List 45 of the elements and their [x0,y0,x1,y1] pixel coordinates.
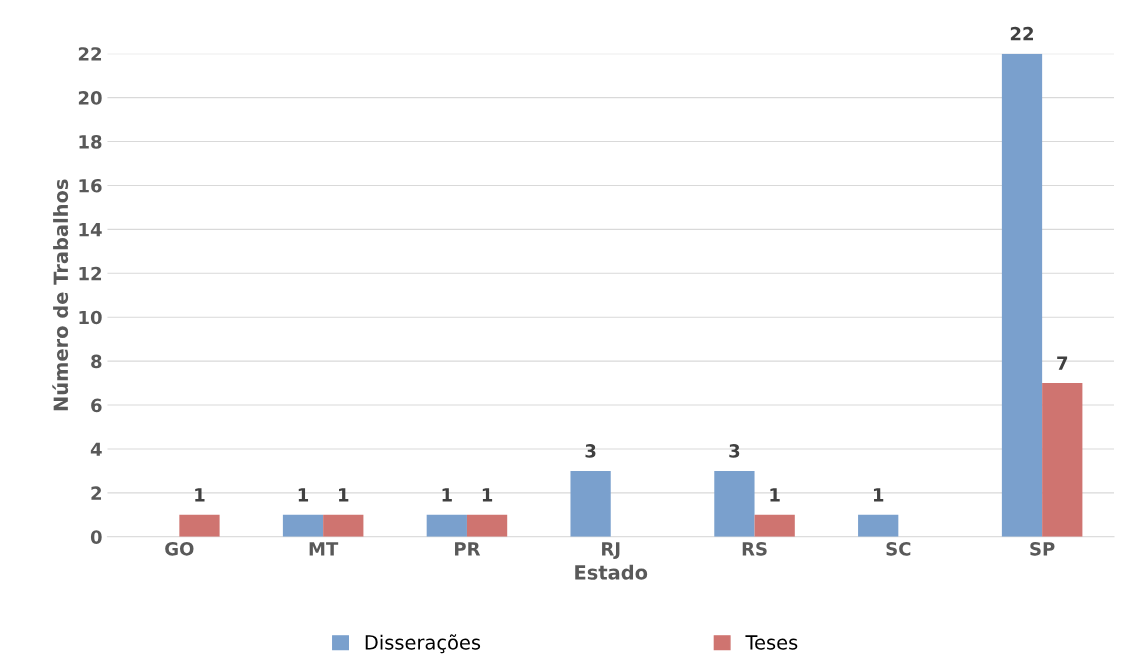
bar [1042,383,1083,537]
data-label: 1 [339,488,349,502]
y-tick-label: 12 [79,266,102,281]
x-tick-label: RS [742,541,767,556]
legend-label: Teses [745,635,798,650]
y-axis-title: Número de Trabalhos [52,179,69,411]
x-axis-title: Estado [575,564,648,580]
data-label: 1 [873,488,884,502]
bar [179,514,220,537]
y-tick-label: 22 [78,47,102,61]
y-tick-label: 10 [79,310,102,325]
x-tick-label: SP [1030,541,1055,556]
data-label: 7 [1057,356,1068,370]
y-tick-label: 14 [79,223,102,237]
data-label: 22 [1010,26,1033,41]
y-tick-label: 8 [91,354,102,369]
y-tick-label: 18 [79,134,102,149]
bar [282,514,324,537]
x-tick-label: SC [886,541,911,556]
legend-label: Disserações [365,634,481,654]
bar [858,514,899,537]
y-tick-label: 4 [90,442,102,456]
bar [1001,53,1043,537]
data-label: 3 [729,444,740,458]
x-tick-label: GO [165,541,194,556]
bar [570,470,611,537]
y-tick-label: 16 [79,178,102,193]
data-label: 1 [195,488,205,502]
bar [426,514,467,537]
bar [323,514,364,537]
bar [466,514,508,537]
data-label: 3 [585,444,596,458]
y-tick-label: 0 [90,530,102,544]
data-label: 1 [298,488,309,502]
bar [754,514,795,537]
y-tick-label: 20 [78,91,102,105]
y-tick-label: 2 [91,486,102,500]
x-tick-label: MT [309,542,339,556]
x-tick-label: PR [455,542,481,556]
data-label: 1 [770,488,780,502]
data-label: 1 [482,488,493,502]
y-tick-label: 6 [91,398,102,413]
x-tick-label: RJ [602,542,620,559]
data-label: 1 [442,488,452,502]
bar [714,470,755,537]
